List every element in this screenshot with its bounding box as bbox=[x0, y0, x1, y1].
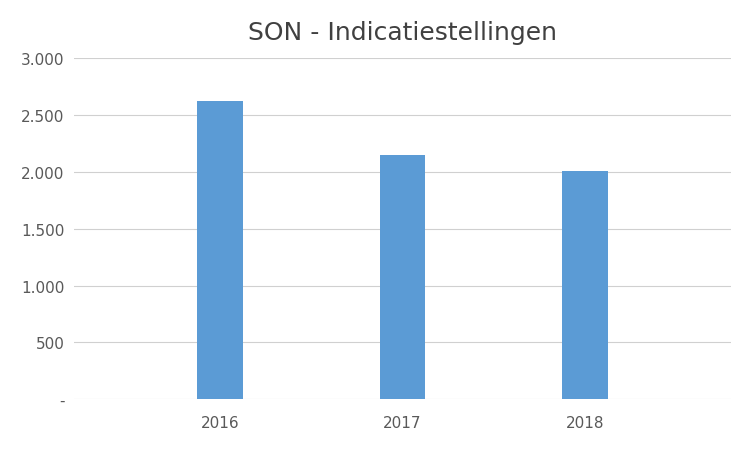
Title: SON - Indicatiestellingen: SON - Indicatiestellingen bbox=[248, 21, 557, 45]
Bar bbox=[562, 171, 608, 399]
Bar bbox=[380, 156, 426, 399]
Bar bbox=[197, 102, 243, 399]
